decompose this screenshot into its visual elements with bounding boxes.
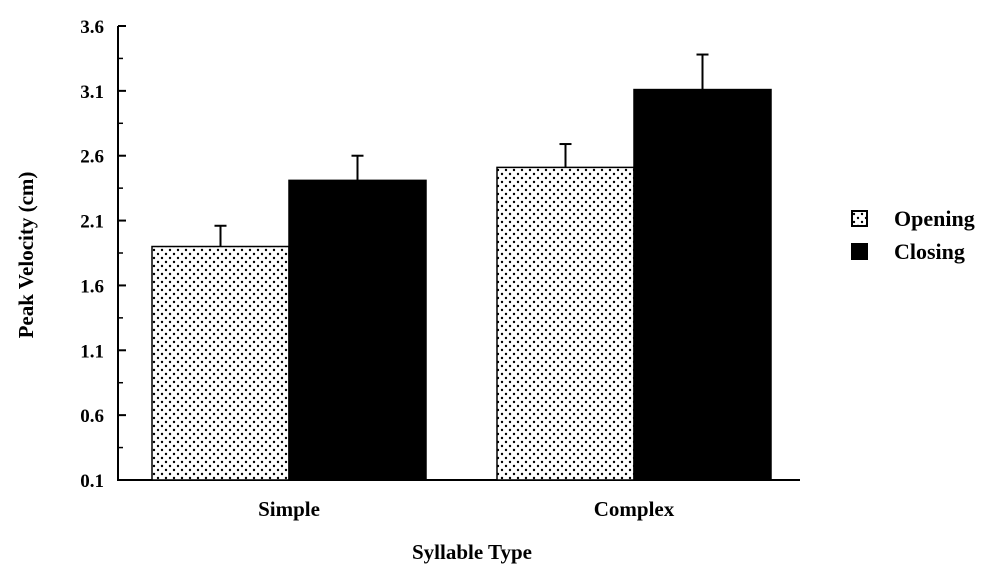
error-bars xyxy=(214,53,709,247)
legend: Opening Closing xyxy=(851,206,975,264)
legend-label-opening: Opening xyxy=(894,206,975,231)
bar-closing-simple xyxy=(288,179,427,481)
legend-swatch-closing xyxy=(851,243,868,260)
legend-swatch-opening xyxy=(851,210,868,227)
y-axis-title: Peak Velocity (cm) xyxy=(14,172,38,339)
y-tick-label: 2.1 xyxy=(80,212,104,233)
bar-opening-complex xyxy=(496,166,635,481)
y-axis-ticks: 0.1 0.6 1.1 1.6 2.1 2.6 3.1 3.6 xyxy=(80,17,126,492)
y-tick-label: 1.1 xyxy=(80,341,104,362)
y-tick-label: 2.6 xyxy=(80,147,104,168)
y-tick-label: 0.6 xyxy=(80,406,104,427)
x-category-label: Simple xyxy=(258,497,320,521)
legend-label-closing: Closing xyxy=(894,239,965,264)
y-tick-label: 3.1 xyxy=(80,82,104,103)
bars xyxy=(151,88,772,481)
x-axis-category-labels: Simple Complex xyxy=(258,497,675,521)
y-tick-label: 1.6 xyxy=(80,276,104,297)
y-tick-label: 3.6 xyxy=(80,17,104,38)
x-category-label: Complex xyxy=(594,497,675,521)
bar-opening-simple xyxy=(151,245,290,481)
x-axis-title: Syllable Type xyxy=(412,540,532,564)
bar-closing-complex xyxy=(633,88,772,481)
y-tick-label: 0.1 xyxy=(80,471,104,492)
